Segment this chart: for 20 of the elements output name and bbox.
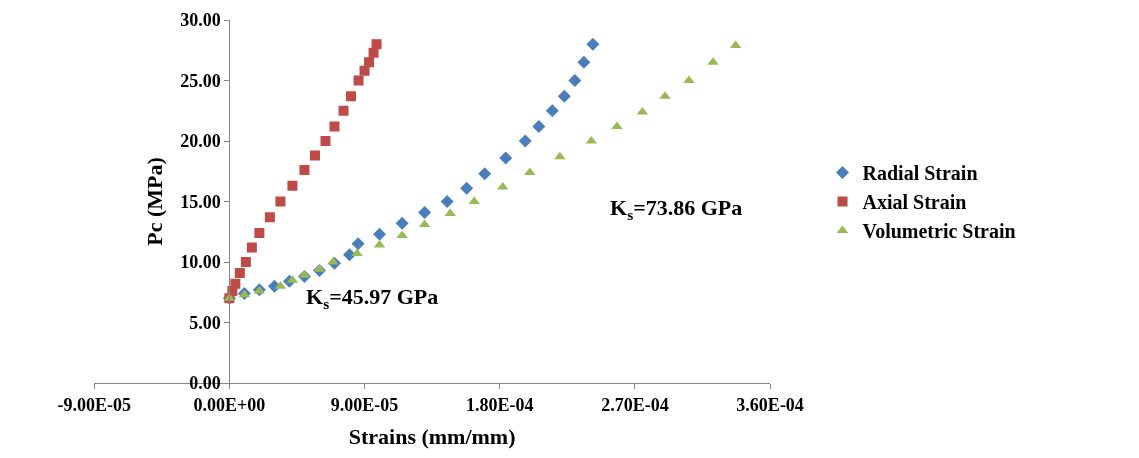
x-axis-title: Strains (mm/mm) xyxy=(348,424,516,450)
y-tick-label: 0.00 xyxy=(189,373,221,394)
x-tick-label: 3.60E-04 xyxy=(736,394,804,415)
y-tick-label: 10.00 xyxy=(180,252,221,273)
x-tick-label: -9.00E-05 xyxy=(57,394,131,415)
y-tick-label: 5.00 xyxy=(189,312,221,333)
y-tick-label: 30.00 xyxy=(180,10,221,31)
annotation: K$_{s}$=73.86 GPa xyxy=(610,195,743,223)
legend-label: Axial Strain xyxy=(862,191,967,214)
y-tick-label: 25.00 xyxy=(180,70,221,91)
x-tick-label: 0.00E+00 xyxy=(193,394,266,415)
annotation: K$_{s}$=45.97 GPa xyxy=(306,284,439,312)
y-tick-label: 20.00 xyxy=(180,131,221,152)
x-tick-label: 1.80E-04 xyxy=(465,394,534,415)
y-tick-label: 15.00 xyxy=(180,191,221,212)
x-tick-label: 2.70E-04 xyxy=(601,394,669,415)
legend-label: Volumetric Strain xyxy=(862,220,1016,243)
y-axis-title: Pc (MPa) xyxy=(142,157,168,246)
x-tick-label: 9.00E-05 xyxy=(330,394,399,415)
legend-label: Radial Strain xyxy=(862,162,978,185)
